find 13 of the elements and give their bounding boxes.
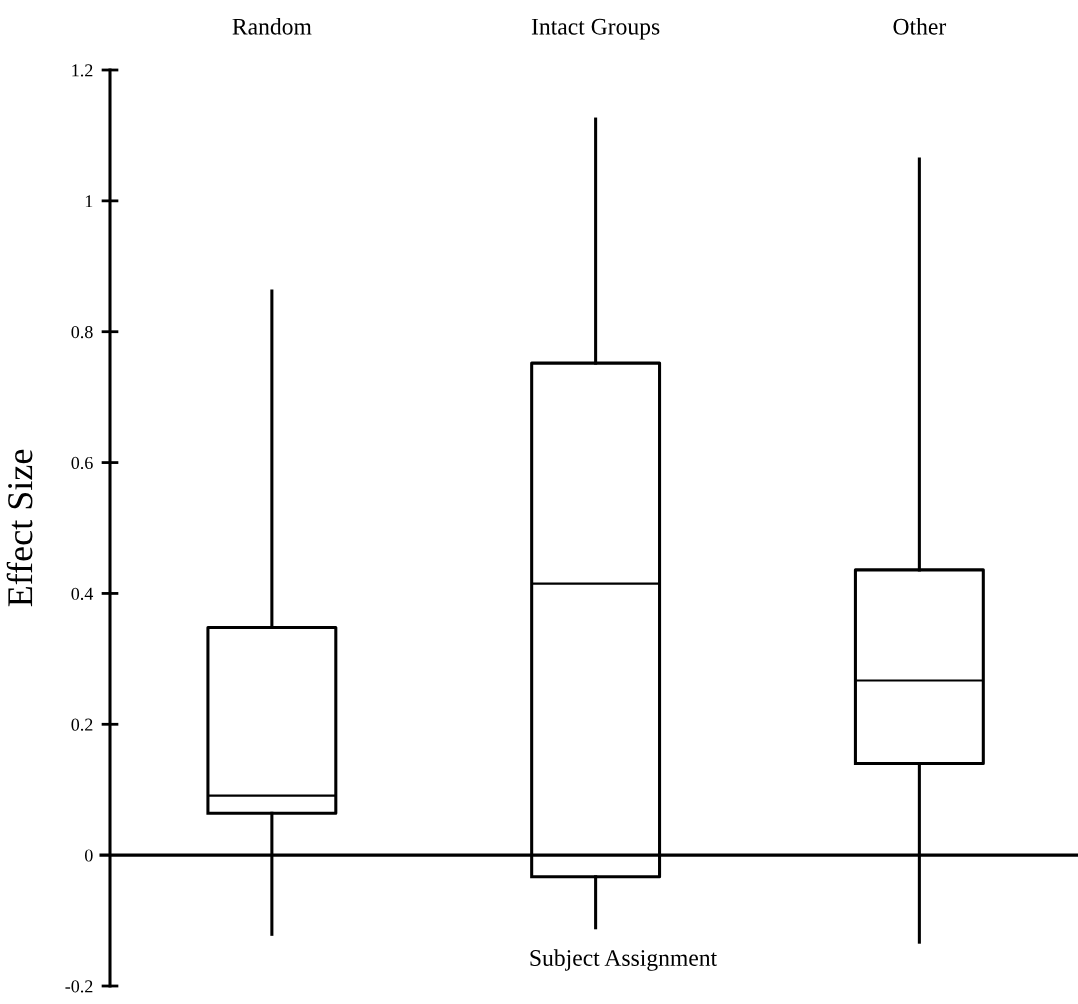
y-tick-label: 0.4 xyxy=(71,587,94,600)
x-tick-label: Random xyxy=(232,18,312,35)
y-tick-label: 0.6 xyxy=(71,456,93,470)
y-tick-label: 1.2 xyxy=(72,64,93,77)
y-tick-label: 1 xyxy=(85,195,93,208)
y-tick-label: 0.8 xyxy=(71,325,93,339)
y-axis-title: Effect Size xyxy=(6,449,33,607)
y-tick-label: 0.2 xyxy=(71,718,93,731)
x-axis-title: Subject Assignment xyxy=(530,949,718,971)
y-tick-label: 0 xyxy=(84,849,93,862)
y-tick-label: -0.2 xyxy=(65,980,93,993)
x-tick-label: Intact Groups xyxy=(531,18,660,40)
x-tick-label: Other xyxy=(893,18,947,35)
